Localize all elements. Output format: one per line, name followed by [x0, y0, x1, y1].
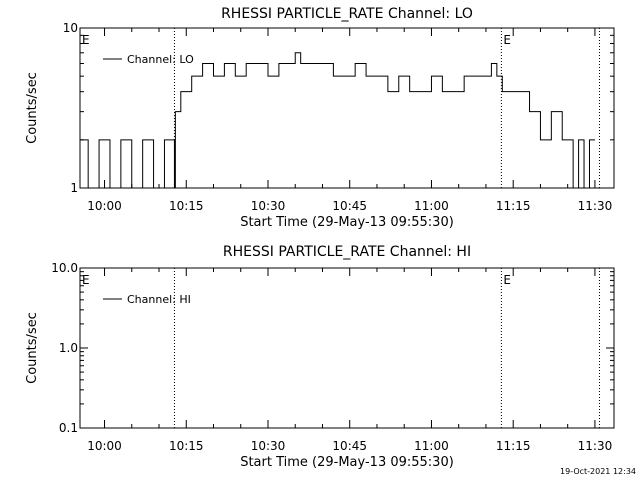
- y-tick-label: 0.1: [59, 421, 78, 435]
- x-tick-label: 11:30: [578, 439, 613, 453]
- x-axis-label: Start Time (29-May-13 09:55:30): [240, 215, 454, 230]
- x-tick-label: 10:15: [169, 439, 204, 453]
- legend-label: Channel: LO: [127, 53, 194, 66]
- y-tick-label: 10.0: [51, 261, 78, 275]
- y-tick-label: 10: [63, 21, 78, 35]
- lo-panel: RHESSI PARTICLE_RATE Channel: LO 1 10 Count…: [25, 6, 615, 230]
- plot-frame: [79, 27, 615, 189]
- eclipse-marker: E: [82, 33, 90, 47]
- x-tick-label: 11:15: [496, 199, 531, 213]
- y-tick-label: 1.0: [59, 341, 78, 355]
- x-tick-label: 11:00: [414, 199, 449, 213]
- eclipse-marker: E: [82, 273, 90, 287]
- y-axis-label: Counts/sec: [25, 72, 40, 144]
- eclipse-marker: E: [503, 273, 511, 287]
- legend-label: Channel: HI: [127, 293, 191, 306]
- chart-title: RHESSI PARTICLE_RATE Channel: LO: [221, 6, 473, 22]
- x-tick-label: 10:15: [169, 199, 204, 213]
- eclipse-marker: E: [503, 33, 511, 47]
- footer-timestamp: 19-Oct-2021 12:34: [560, 467, 636, 476]
- x-tick-label: 10:00: [87, 439, 122, 453]
- series-line: [80, 52, 595, 189]
- x-axis-label: Start Time (29-May-13 09:55:30): [240, 455, 454, 470]
- x-tick-label: 11:15: [496, 439, 531, 453]
- y-axis-label: Counts/sec: [25, 312, 40, 384]
- plot-frame: [79, 267, 615, 429]
- hi-panel: RHESSI PARTICLE_RATE Channel: HI 0.1 1.0 10…: [25, 244, 615, 470]
- x-tick-label: 11:00: [414, 439, 449, 453]
- y-tick-label: 1: [70, 181, 78, 195]
- x-tick-label: 10:45: [332, 439, 367, 453]
- x-tick-label: 10:00: [87, 199, 122, 213]
- x-tick-label: 11:30: [578, 199, 613, 213]
- chart-title: RHESSI PARTICLE_RATE Channel: HI: [223, 244, 471, 260]
- x-tick-label: 10:30: [251, 199, 286, 213]
- x-tick-label: 10:45: [332, 199, 367, 213]
- x-tick-label: 10:30: [251, 439, 286, 453]
